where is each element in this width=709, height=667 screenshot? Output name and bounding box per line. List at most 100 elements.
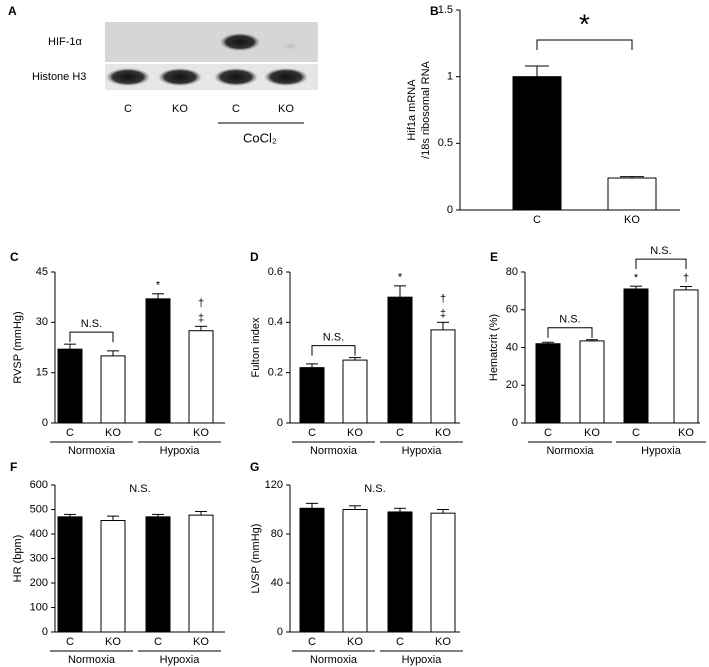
- blot-band: [220, 33, 260, 51]
- y-tick-label: 80: [271, 528, 283, 540]
- panel-letter: A: [8, 4, 17, 18]
- bar: [188, 514, 214, 633]
- x-tick-label: KO: [435, 427, 451, 439]
- blot-band: [158, 68, 202, 86]
- y-tick-label: 1.5: [438, 4, 453, 16]
- bar: [535, 343, 561, 424]
- x-tick-label: KO: [347, 636, 363, 648]
- bar: [145, 298, 171, 424]
- y-tick-label: 0: [42, 626, 48, 638]
- lane-label: C: [124, 103, 132, 115]
- x-tick-label: C: [396, 636, 404, 648]
- lane-label: C: [232, 103, 240, 115]
- bar: [512, 76, 562, 211]
- blot-band: [106, 68, 150, 86]
- y-axis-label: Hif1a mRNA: [406, 79, 418, 141]
- x-tick-label: C: [308, 427, 316, 439]
- panel-letter: E: [490, 250, 498, 264]
- y-tick-label: 0.6: [268, 266, 283, 278]
- bar: [430, 329, 456, 424]
- lane-label: KO: [278, 103, 294, 115]
- y-axis-label: RVSP (mmHg): [12, 311, 24, 383]
- y-tick-label: 0.2: [268, 367, 283, 379]
- group-label: Normoxia: [310, 445, 358, 457]
- x-tick-label: C: [533, 214, 541, 226]
- bracket: [635, 258, 687, 270]
- y-tick-label: 0: [277, 626, 283, 638]
- significance-mark: †: [683, 272, 689, 284]
- y-axis-label: LVSP (mmHg): [250, 524, 262, 594]
- blot-row-label: HIF-1α: [48, 36, 83, 48]
- group-label: Normoxia: [68, 445, 116, 457]
- x-tick-label: C: [66, 636, 74, 648]
- bar: [579, 340, 605, 424]
- bracket-label: N.S.: [323, 331, 344, 343]
- bracket: [547, 327, 593, 338]
- bar: [57, 516, 83, 633]
- y-tick-label: 0.5: [438, 137, 453, 149]
- bar: [100, 355, 126, 424]
- panel-letter: F: [10, 460, 17, 474]
- bar: [623, 288, 649, 424]
- x-tick-label: KO: [193, 636, 209, 648]
- group-label: Hypoxia: [160, 445, 201, 457]
- y-axis-label: HR (bpm): [12, 535, 24, 583]
- group-label: Hypoxia: [402, 654, 443, 666]
- y-tick-label: 80: [506, 266, 518, 278]
- y-axis-label: Hematcrit (%): [488, 314, 500, 381]
- significance-mark: *: [398, 272, 403, 284]
- y-tick-label: 0.4: [268, 316, 283, 328]
- y-tick-label: 0: [277, 417, 283, 429]
- group-label: Normoxia: [68, 654, 116, 666]
- x-tick-label: C: [544, 427, 552, 439]
- significance-mark: *: [156, 280, 161, 292]
- y-tick-label: 1: [447, 71, 453, 83]
- bar: [387, 296, 413, 424]
- blot-row-label: Histone H3: [32, 71, 86, 83]
- x-tick-label: KO: [105, 636, 121, 648]
- significance-mark: ‡: [440, 308, 446, 320]
- panel-letter: D: [250, 250, 259, 264]
- note: N.S.: [364, 483, 385, 495]
- blot-band: [214, 68, 258, 86]
- bar: [57, 348, 83, 424]
- x-tick-label: C: [308, 636, 316, 648]
- bracket-label: N.S.: [650, 245, 671, 257]
- bracket: [536, 39, 633, 50]
- panel-letter: B: [430, 4, 439, 18]
- y-tick-label: 200: [30, 577, 48, 589]
- group-label: Hypoxia: [402, 445, 443, 457]
- x-tick-label: C: [632, 427, 640, 439]
- bracket-label: N.S.: [559, 314, 580, 326]
- y-tick-label: 0: [512, 417, 518, 429]
- significance-mark: ‡: [198, 312, 204, 324]
- bar: [673, 289, 699, 424]
- bar: [188, 330, 214, 424]
- y-tick-label: 600: [30, 479, 48, 491]
- note: N.S.: [129, 483, 150, 495]
- significance-mark: *: [634, 272, 639, 284]
- y-tick-label: 300: [30, 552, 48, 564]
- x-tick-label: KO: [678, 427, 694, 439]
- x-tick-label: C: [154, 636, 162, 648]
- y-tick-label: 15: [36, 367, 48, 379]
- x-tick-label: KO: [584, 427, 600, 439]
- x-tick-label: KO: [347, 427, 363, 439]
- bracket-label: *: [579, 8, 590, 39]
- y-tick-label: 60: [506, 304, 518, 316]
- bar: [387, 511, 413, 633]
- y-tick-label: 120: [265, 479, 283, 491]
- y-tick-label: 45: [36, 266, 48, 278]
- group-label: Hypoxia: [160, 654, 201, 666]
- x-tick-label: KO: [624, 214, 640, 226]
- panel-letter: C: [10, 250, 19, 264]
- bar: [342, 509, 368, 633]
- group-label: Normoxia: [546, 445, 594, 457]
- bar: [607, 177, 657, 211]
- y-tick-label: 40: [271, 577, 283, 589]
- x-tick-label: C: [396, 427, 404, 439]
- x-tick-label: C: [66, 427, 74, 439]
- bracket-label: N.S.: [81, 318, 102, 330]
- y-tick-label: 0: [42, 417, 48, 429]
